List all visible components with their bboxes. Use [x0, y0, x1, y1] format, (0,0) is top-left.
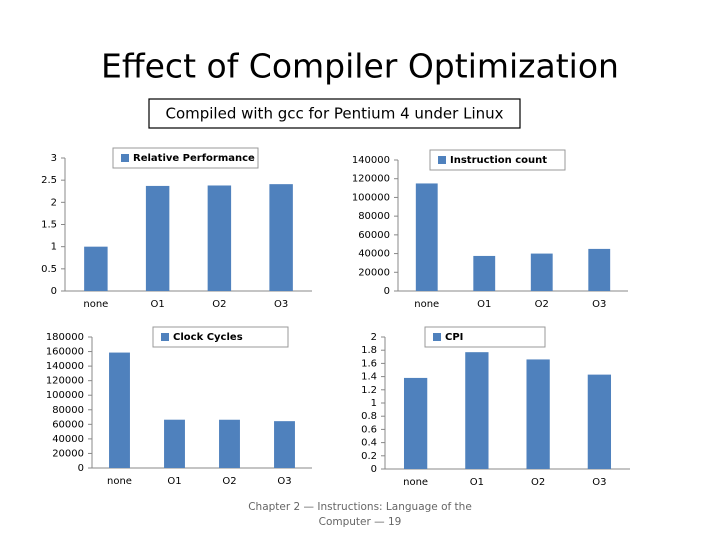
legend-label: Relative Performance: [133, 153, 255, 164]
y-tick-label: 1.5: [41, 220, 57, 231]
x-tick-label: O2: [212, 299, 226, 310]
bar: [403, 377, 428, 469]
legend-label: Instruction count: [450, 155, 547, 166]
slide-title: Effect of Compiler Optimization: [101, 47, 619, 86]
y-tick-label: 60000: [358, 230, 390, 241]
y-tick-label: 2: [51, 197, 57, 208]
x-tick-label: none: [83, 299, 108, 310]
y-tick-label: 0: [51, 286, 57, 297]
y-tick-label: 100000: [46, 390, 84, 401]
x-tick-label: O1: [470, 477, 484, 488]
y-tick-label: 2.5: [41, 175, 57, 186]
legend-box: [429, 149, 566, 171]
y-tick-label: 1.4: [361, 372, 377, 383]
footer: Chapter 2 — Instructions: Language of th…: [248, 501, 472, 528]
bar: [415, 183, 438, 291]
y-tick-label: 2: [371, 332, 377, 343]
x-tick-label: O2: [531, 477, 545, 488]
y-tick-label: 1.6: [361, 358, 377, 369]
legend-box: [152, 326, 289, 348]
y-tick-label: 3: [51, 153, 57, 164]
subtitle: Compiled with gcc for Pentium 4 under Li…: [165, 105, 503, 123]
y-tick-label: 0: [78, 463, 84, 474]
bar: [530, 253, 553, 291]
y-tick-label: 80000: [52, 405, 84, 416]
legend-swatch: [161, 333, 169, 341]
x-tick-label: O3: [592, 299, 606, 310]
y-tick-label: 1: [51, 242, 57, 253]
legend-box: [112, 147, 259, 169]
x-tick-label: O1: [477, 299, 491, 310]
y-tick-label: 120000: [46, 376, 84, 387]
legend-swatch: [433, 333, 441, 341]
bar: [526, 359, 550, 469]
x-tick-label: O3: [274, 299, 288, 310]
y-tick-label: 60000: [52, 419, 84, 430]
x-tick-label: O2: [222, 476, 236, 487]
legend-box: [424, 326, 546, 348]
bar: [219, 419, 240, 468]
bar: [84, 246, 108, 291]
y-tick-label: 0.8: [361, 411, 377, 422]
bar: [269, 184, 293, 291]
y-tick-label: 80000: [358, 211, 390, 222]
y-tick-label: 0.2: [361, 451, 377, 462]
legend-label: CPI: [445, 332, 463, 343]
y-tick-label: 160000: [46, 347, 84, 358]
y-tick-label: 0.5: [41, 264, 57, 275]
x-tick-label: O1: [151, 299, 165, 310]
y-tick-label: 0.6: [361, 424, 377, 435]
y-tick-label: 120000: [352, 174, 390, 185]
legend-swatch: [121, 154, 129, 162]
y-tick-label: 20000: [52, 448, 84, 459]
y-tick-label: 1.2: [361, 385, 377, 396]
y-tick-label: 40000: [52, 434, 84, 445]
y-tick-label: 1.8: [361, 345, 377, 356]
y-tick-label: 0.4: [361, 438, 377, 449]
y-tick-label: 0: [371, 464, 377, 475]
y-tick-label: 140000: [352, 155, 390, 166]
y-tick-label: 140000: [46, 361, 84, 372]
bar: [473, 255, 496, 291]
y-tick-label: 100000: [352, 192, 390, 203]
bar: [587, 374, 612, 469]
y-tick-label: 1: [371, 398, 377, 409]
y-tick-label: 180000: [46, 332, 84, 343]
y-tick-label: 20000: [358, 267, 390, 278]
subtitle-box: [148, 98, 521, 129]
bar: [145, 185, 170, 291]
x-tick-label: O2: [535, 299, 549, 310]
y-tick-label: 0: [384, 286, 390, 297]
y-tick-label: 40000: [358, 249, 390, 260]
bar: [465, 352, 489, 469]
bar: [274, 421, 295, 468]
bar: [207, 185, 232, 291]
bar: [588, 248, 611, 291]
x-tick-label: none: [403, 477, 428, 488]
bar: [109, 352, 130, 468]
x-tick-label: none: [414, 299, 439, 310]
x-tick-label: none: [107, 476, 132, 487]
bar: [164, 419, 185, 468]
x-tick-label: O3: [277, 476, 291, 487]
x-tick-label: O1: [167, 476, 181, 487]
legend-label: Clock Cycles: [173, 332, 243, 343]
legend-swatch: [438, 156, 446, 164]
x-tick-label: O3: [592, 477, 606, 488]
